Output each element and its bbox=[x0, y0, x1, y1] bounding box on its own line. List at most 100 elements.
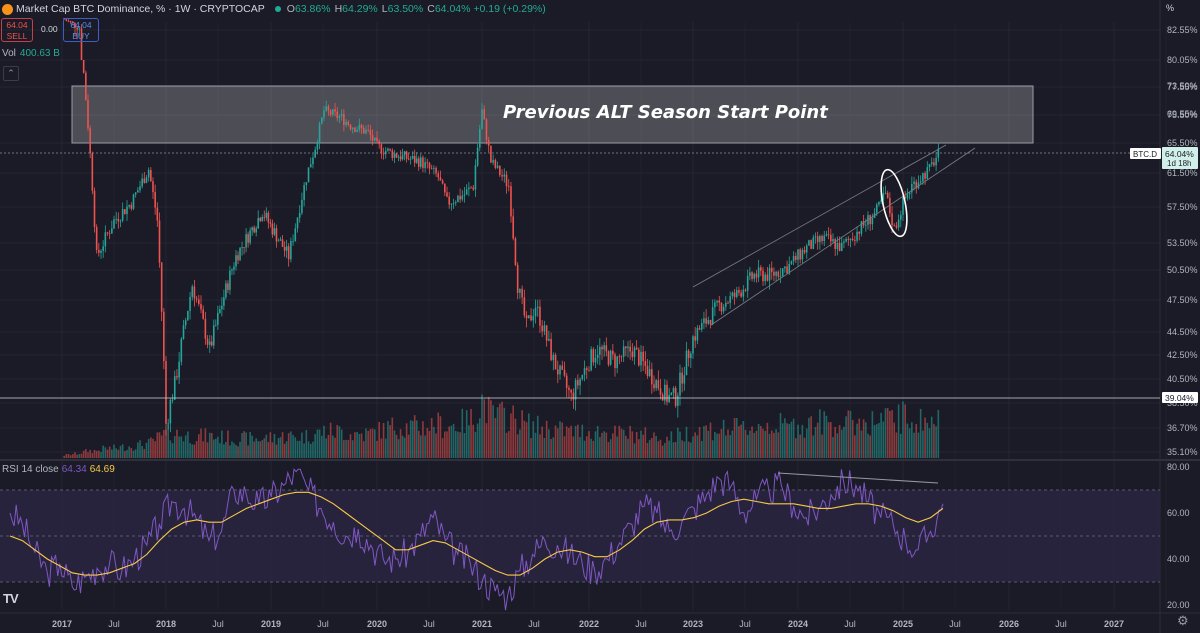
candle-body bbox=[490, 145, 492, 163]
candle-body bbox=[433, 167, 435, 169]
volume-bar bbox=[395, 434, 398, 458]
volume-bar bbox=[757, 423, 760, 458]
volume-bar bbox=[519, 429, 521, 458]
zone-rect[interactable] bbox=[71, 85, 1034, 144]
candle-body bbox=[674, 388, 677, 406]
time-axis[interactable]: 2017 Jul 2018 Jul 2019 Jul 2020 Jul 2021 Jul 2022 J… bbox=[52, 619, 1124, 629]
candle-body bbox=[265, 212, 268, 218]
candle-body bbox=[126, 206, 128, 215]
sell-button[interactable]: 64.04 SELL bbox=[1, 18, 33, 42]
candle-body bbox=[141, 178, 143, 187]
candle-body bbox=[393, 153, 396, 158]
volume-legend[interactable]: Vol 400.63 B bbox=[2, 48, 60, 59]
candle-body bbox=[382, 153, 385, 155]
volume-bar bbox=[255, 438, 257, 458]
candle-body bbox=[607, 351, 610, 365]
volume-bar bbox=[108, 446, 111, 458]
volume-bar bbox=[616, 436, 618, 458]
volume-bar bbox=[638, 439, 640, 458]
candle-body bbox=[777, 271, 780, 277]
candle-body bbox=[803, 250, 806, 253]
candle-body bbox=[314, 149, 316, 158]
candle-body bbox=[113, 219, 115, 229]
time-tick-label: 2017 bbox=[52, 619, 72, 629]
volume-bar bbox=[698, 427, 701, 458]
chevron-up-icon[interactable]: ⌃ bbox=[3, 66, 19, 81]
volume-bar bbox=[768, 433, 771, 458]
candle-body bbox=[290, 241, 292, 260]
volume-bar bbox=[766, 422, 769, 458]
volume-bar bbox=[277, 438, 280, 458]
candle-body bbox=[301, 199, 303, 214]
candle-body bbox=[454, 202, 457, 204]
gear-icon[interactable]: ⚙ bbox=[1177, 613, 1189, 628]
candle-body bbox=[72, 21, 74, 23]
candle-body bbox=[239, 247, 241, 261]
alt-season-label[interactable]: Previous ALT Season Start Point bbox=[503, 102, 829, 123]
volume-bar bbox=[208, 432, 211, 458]
rsi-divergence-line[interactable] bbox=[777, 472, 939, 484]
candle-body bbox=[707, 319, 710, 324]
symbol-title[interactable]: Market Cap BTC Dominance, % · 1W · CRYPT… bbox=[16, 3, 265, 15]
rsi-legend[interactable]: RSI 14 close 64.34 64.69 bbox=[2, 464, 115, 475]
tradingview-logo[interactable]: TV bbox=[3, 591, 19, 606]
volume-bar bbox=[762, 428, 764, 458]
volume-bar bbox=[810, 416, 812, 458]
alt-season-zone[interactable] bbox=[71, 85, 1034, 144]
candle-body bbox=[139, 186, 141, 191]
volume-bar bbox=[880, 412, 882, 458]
volume-bar bbox=[814, 427, 817, 458]
volume-bar bbox=[679, 431, 681, 458]
volume-bar bbox=[895, 432, 898, 458]
candle-body bbox=[223, 297, 225, 306]
volume-bar bbox=[891, 410, 893, 458]
volume-bar bbox=[457, 431, 459, 458]
volume-bar bbox=[259, 441, 262, 458]
candle-body bbox=[257, 218, 260, 229]
volume-bar bbox=[354, 432, 356, 458]
candle-body bbox=[376, 137, 378, 142]
volume-bar bbox=[797, 424, 799, 458]
candle-body bbox=[830, 234, 832, 242]
candle-body bbox=[481, 109, 483, 129]
volume-bar bbox=[854, 435, 856, 458]
volume-bar bbox=[499, 403, 501, 458]
candle-body bbox=[731, 292, 734, 297]
drawings[interactable] bbox=[0, 144, 1160, 399]
volume-bar bbox=[241, 433, 243, 458]
volume-bar bbox=[801, 424, 804, 458]
volume-bar bbox=[790, 421, 793, 458]
volume-bar bbox=[87, 452, 89, 458]
rsi-value: 64.34 bbox=[61, 464, 87, 475]
volume-bar bbox=[413, 415, 416, 458]
time-tick-label: 2021 bbox=[472, 619, 492, 629]
percent-toggle[interactable]: % bbox=[1166, 3, 1175, 13]
channel-lower[interactable] bbox=[710, 147, 976, 326]
candle-body bbox=[882, 193, 885, 201]
rsi-pane[interactable]: 80.00 60.00 40.00 20.00 bbox=[0, 462, 1190, 611]
price-axis[interactable]: 82.55% 80.05% 77.55% 75.50% 65.50% 61.50% 57.5… bbox=[1167, 25, 1198, 457]
candle-body bbox=[413, 155, 416, 163]
candle-body bbox=[900, 214, 902, 220]
candle-body bbox=[281, 239, 284, 247]
candle-body bbox=[655, 380, 657, 389]
candle-body bbox=[437, 173, 440, 178]
volume-bar bbox=[816, 422, 819, 458]
candle-body bbox=[601, 346, 603, 350]
highlight-ellipse[interactable] bbox=[876, 167, 912, 238]
time-tick-label: 2023 bbox=[683, 619, 703, 629]
volume-bar bbox=[200, 428, 202, 458]
candle-body bbox=[792, 256, 795, 262]
volume-bar bbox=[325, 438, 328, 458]
volume-bar bbox=[924, 417, 926, 458]
candle-body bbox=[158, 220, 161, 263]
candle-body bbox=[279, 239, 282, 241]
candle-body bbox=[768, 267, 771, 281]
candle-body bbox=[773, 271, 775, 276]
buy-button[interactable]: 64.04 BUY bbox=[63, 18, 99, 42]
channel-upper[interactable] bbox=[692, 144, 947, 288]
volume-bar bbox=[588, 431, 590, 458]
symbol-legend[interactable]: Market Cap BTC Dominance, % · 1W · CRYPT… bbox=[0, 0, 550, 18]
candle-body bbox=[387, 148, 389, 151]
